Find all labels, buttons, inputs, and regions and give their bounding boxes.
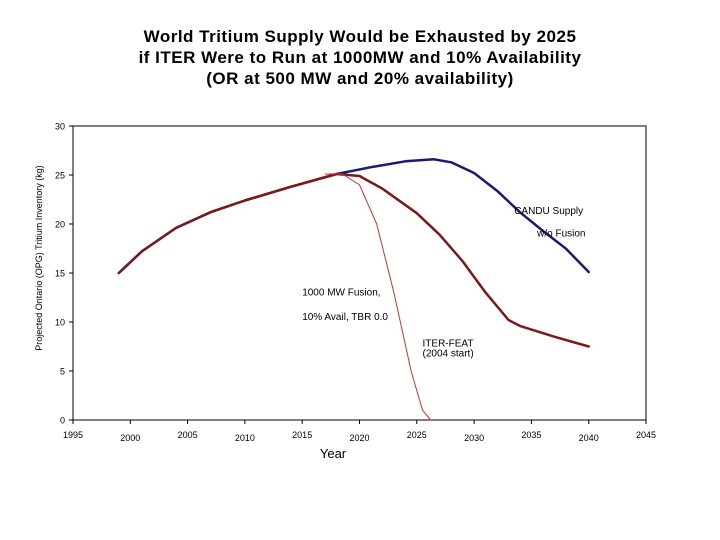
x-tick-label: 2010 xyxy=(235,433,255,443)
x-tick-label: 1995 xyxy=(63,430,83,440)
x-tick-label: 2040 xyxy=(579,433,599,443)
x-tick-label: 2020 xyxy=(349,433,369,443)
y-tick-label: 30 xyxy=(55,122,65,132)
chart-title: World Tritium Supply Would be Exhausted … xyxy=(0,26,720,89)
chart-title-line-2: if ITER Were to Run at 1000MW and 10% Av… xyxy=(138,48,582,67)
y-tick-label: 10 xyxy=(55,318,65,328)
annotation-label: w/o Fusion xyxy=(536,229,585,240)
x-tick-label: 2035 xyxy=(521,430,541,440)
annotation-label: 1000 MW Fusion, xyxy=(302,288,380,299)
chart-title-line-1: World Tritium Supply Would be Exhausted … xyxy=(143,27,577,46)
annotation-label: ITER-FEAT xyxy=(423,339,474,350)
x-tick-label: 2025 xyxy=(407,430,427,440)
x-tick-label: 2000 xyxy=(120,433,140,443)
y-tick-label: 5 xyxy=(60,367,65,377)
y-tick-label: 25 xyxy=(55,171,65,181)
y-axis-label: Projected Ontario (OPG) Tritium Inventor… xyxy=(34,165,44,351)
x-tick-label: 2015 xyxy=(292,430,312,440)
series-line-2 xyxy=(117,172,590,348)
chart-title-line-3: (OR at 500 MW and 20% availability) xyxy=(206,69,514,88)
y-tick-label: 0 xyxy=(60,416,65,426)
y-tick-label: 15 xyxy=(55,269,65,279)
x-tick-label: 2045 xyxy=(636,430,656,440)
x-tick-label: 2005 xyxy=(178,430,198,440)
y-tick-label: 20 xyxy=(55,220,65,230)
annotation-label: CANDU Supply xyxy=(514,206,583,217)
x-axis-label: Year xyxy=(320,446,347,461)
annotation-label: (2004 start) xyxy=(423,348,474,359)
series-line-3 xyxy=(324,173,432,421)
x-tick-label: 2030 xyxy=(464,433,484,443)
annotation-label: 10% Avail, TBR 0.0 xyxy=(302,312,388,323)
